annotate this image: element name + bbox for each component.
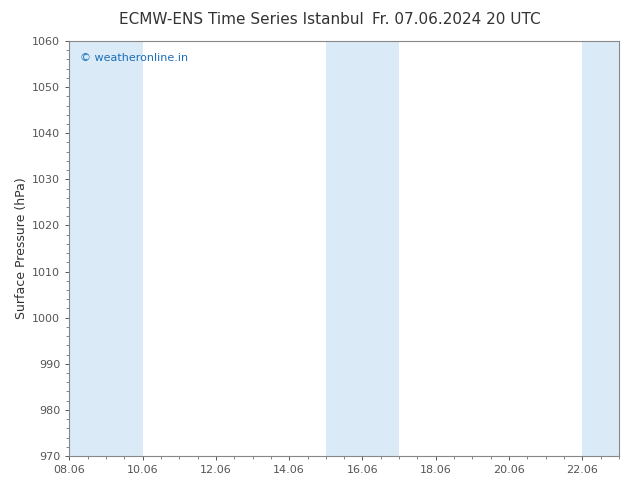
Text: ECMW-ENS Time Series Istanbul: ECMW-ENS Time Series Istanbul bbox=[119, 12, 363, 27]
Y-axis label: Surface Pressure (hPa): Surface Pressure (hPa) bbox=[15, 178, 28, 319]
Text: Fr. 07.06.2024 20 UTC: Fr. 07.06.2024 20 UTC bbox=[372, 12, 541, 27]
Bar bbox=[583, 41, 619, 456]
Text: © weatheronline.in: © weatheronline.in bbox=[81, 53, 188, 64]
Bar bbox=[69, 41, 143, 456]
Bar bbox=[326, 41, 399, 456]
